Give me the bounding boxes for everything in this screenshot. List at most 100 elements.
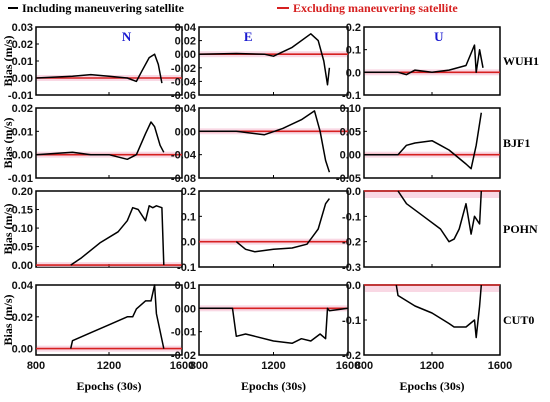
y-tick-label-pohn-n-0: 0.00 [12,260,33,272]
component-header-n: N [122,29,132,44]
y-tick-label-bjf1-u-0: -0.05 [336,173,361,185]
y-tick-label-wuh1-n-4: 0.03 [12,22,33,34]
series-line-including-wuh1-u [364,44,484,76]
y-tick-label-pohn-e-2: 0.1 [181,211,196,223]
y-tick-label-wuh1-u-0: -0.1 [342,90,361,102]
panel-frame-wuh1-e [198,26,349,96]
x-axis-label-e: Epochs (30s) [241,379,306,393]
series-line-including-pohn-n [70,205,165,266]
y-tick-label-pohn-e-3: 0.2 [181,186,196,198]
y-tick-label-pohn-e-1: 0.0 [181,237,196,249]
y-tick-label-cut0-n-2: 0.04 [12,280,34,292]
y-tick-label-pohn-n-2: 0.10 [12,223,33,235]
component-header-e: E [244,29,253,44]
y-tick-label-wuh1-n-0: -0.01 [8,90,33,102]
y-tick-label-pohn-n-4: 0.20 [12,186,33,198]
y-tick-label-wuh1-e-0: -0.06 [171,90,196,102]
y-tick-label-bjf1-e-2: 0.00 [175,126,196,138]
y-axis-label-wuh1: Bias (m/s) [1,35,15,86]
series-line-including-wuh1-n [35,53,163,84]
panel-frame-wuh1-u [363,26,501,96]
component-header-u: U [434,29,444,44]
y-tick-label-wuh1-u-3: 0.2 [346,22,361,34]
y-tick-label-bjf1-e-3: 0.04 [175,103,197,115]
y-tick-label-pohn-u-3: 0.0 [346,186,361,198]
station-label-bjf1: BJF1 [503,136,530,150]
station-label-cut0: CUT0 [503,313,534,327]
y-tick-label-pohn-e-0: -0.1 [177,262,196,274]
y-tick-label-bjf1-e-1: -0.04 [171,150,197,162]
y-tick-label-pohn-n-3: 0.15 [12,205,33,217]
x-axis-label-n: Epochs (30s) [76,379,141,393]
x-tick-label-cut0-e-2: 1600 [336,360,360,372]
series-line-including-bjf1-u [364,112,483,170]
panel-frame-pohn-u [363,190,501,268]
panel-frame-cut0-u [363,284,501,356]
y-tick-label-cut0-u-0: -0.2 [342,350,361,362]
y-tick-label-bjf1-u-3: 0.10 [340,103,361,115]
y-axis-label-cut0: Bias (m/s) [1,294,15,345]
station-label-wuh1: WUH1 [503,54,539,68]
series-line-including-pohn-e [235,198,331,253]
series-line-including-cut0-e [199,307,349,345]
y-tick-label-wuh1-n-3: 0.02 [12,39,33,51]
legend-including-label: Including maneuvering satellite [22,1,185,15]
y-tick-label-cut0-e-0: -0.02 [171,350,196,362]
y-tick-label-bjf1-e-0: -0.08 [171,173,196,185]
series-line-including-cut0-n [69,284,165,349]
y-tick-label-wuh1-n-2: 0.01 [12,56,33,68]
y-tick-label-cut0-n-1: 0.02 [12,312,33,324]
series-line-including-bjf1-n [35,121,165,161]
y-tick-label-bjf1-u-1: 0.00 [340,150,361,162]
y-tick-label-bjf1-u-2: 0.05 [340,126,361,138]
y-tick-label-bjf1-n-3: 0.02 [12,103,33,115]
y-tick-label-wuh1-e-2: -0.02 [171,63,196,75]
y-tick-label-cut0-e-3: 0.01 [175,280,196,292]
panel-frame-bjf1-u [363,107,501,179]
series-line-including-wuh1-e [198,33,331,86]
panel-frame-pohn-n [35,190,183,268]
y-tick-label-cut0-n-0: 0.00 [12,344,33,356]
panel-frame-wuh1-n [35,26,183,96]
y-tick-label-cut0-u-2: 0.0 [346,280,361,292]
station-label-pohn: POHN [503,222,538,236]
y-axis-label-bjf1: Bias (m/s) [1,117,15,168]
y-tick-label-pohn-u-0: -0.3 [342,262,361,274]
y-tick-label-cut0-e-1: -0.01 [171,327,196,339]
legend-excluding-label: Excluding maneuvering satellite [293,1,458,15]
y-tick-label-bjf1-n-2: 0.01 [12,126,33,138]
y-tick-label-wuh1-e-5: 0.04 [175,22,197,34]
x-tick-label-cut0-e-1: 1200 [261,360,285,372]
y-tick-label-pohn-n-1: 0.05 [12,242,33,254]
y-tick-label-pohn-u-2: -0.1 [342,211,361,223]
x-tick-label-cut0-u-1: 1200 [420,360,444,372]
y-tick-label-wuh1-e-3: 0.00 [175,49,196,61]
y-tick-label-bjf1-n-1: 0.00 [12,150,33,162]
y-tick-label-cut0-e-2: 0.00 [175,303,196,315]
y-tick-label-wuh1-u-1: 0.0 [346,67,361,79]
x-tick-label-cut0-n-1: 1200 [97,360,121,372]
zero-band-pohn-u [365,192,499,198]
series-line-including-pohn-u [397,190,483,243]
y-tick-label-cut0-u-1: -0.1 [342,315,361,327]
zero-band-cut0-u [365,286,499,292]
y-tick-label-wuh1-e-1: -0.04 [171,76,197,88]
y-tick-label-wuh1-n-1: 0.00 [12,73,33,85]
x-tick-label-cut0-u-0: 800 [355,360,373,372]
y-tick-label-pohn-u-1: -0.2 [342,237,361,249]
x-tick-label-cut0-u-2: 1600 [488,360,512,372]
x-tick-label-cut0-e-0: 800 [190,360,208,372]
y-tick-label-wuh1-u-2: 0.1 [346,45,361,57]
x-axis-label-u: Epochs (30s) [399,379,464,393]
panel-frame-bjf1-e [198,107,349,179]
y-tick-label-wuh1-e-4: 0.02 [175,36,196,48]
panel-frame-cut0-e [198,284,349,356]
series-line-including-cut0-u [395,284,483,339]
panel-frame-cut0-n [35,284,183,356]
y-axis-label-pohn: Bias (m/s) [1,203,15,254]
x-tick-label-cut0-n-0: 800 [27,360,45,372]
x-tick-label-cut0-n-2: 1600 [170,360,194,372]
series-line-including-bjf1-e [199,110,331,173]
y-tick-label-bjf1-n-0: -0.01 [8,173,33,185]
